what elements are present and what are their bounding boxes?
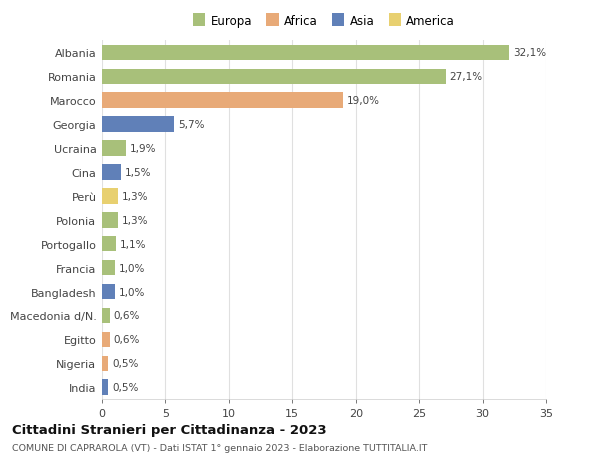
Legend: Europa, Africa, Asia, America: Europa, Africa, Asia, America — [190, 12, 458, 32]
Bar — [102, 117, 175, 133]
Text: Cittadini Stranieri per Cittadinanza - 2023: Cittadini Stranieri per Cittadinanza - 2… — [12, 423, 326, 436]
Bar — [102, 189, 118, 204]
Text: 0,6%: 0,6% — [113, 311, 140, 321]
Text: 5,7%: 5,7% — [178, 120, 205, 130]
Bar — [102, 69, 446, 85]
Bar — [102, 165, 121, 180]
Bar — [102, 284, 115, 300]
Bar — [102, 213, 118, 228]
Bar — [102, 236, 116, 252]
Text: 1,3%: 1,3% — [122, 191, 149, 202]
Text: 32,1%: 32,1% — [513, 48, 546, 58]
Text: 1,0%: 1,0% — [118, 263, 145, 273]
Text: 1,9%: 1,9% — [130, 144, 157, 154]
Text: 1,0%: 1,0% — [118, 287, 145, 297]
Bar — [102, 260, 115, 276]
Bar — [102, 141, 126, 157]
Bar — [102, 93, 343, 109]
Bar — [102, 45, 509, 61]
Text: 1,3%: 1,3% — [122, 215, 149, 225]
Bar — [102, 332, 110, 347]
Bar — [102, 380, 109, 395]
Bar — [102, 356, 109, 371]
Text: 1,5%: 1,5% — [125, 168, 151, 178]
Text: 19,0%: 19,0% — [347, 96, 380, 106]
Text: 0,6%: 0,6% — [113, 335, 140, 345]
Text: 0,5%: 0,5% — [112, 358, 139, 369]
Text: 0,5%: 0,5% — [112, 382, 139, 392]
Text: COMUNE DI CAPRAROLA (VT) - Dati ISTAT 1° gennaio 2023 - Elaborazione TUTTITALIA.: COMUNE DI CAPRAROLA (VT) - Dati ISTAT 1°… — [12, 443, 427, 452]
Text: 27,1%: 27,1% — [449, 72, 483, 82]
Text: 1,1%: 1,1% — [120, 239, 146, 249]
Bar — [102, 308, 110, 324]
